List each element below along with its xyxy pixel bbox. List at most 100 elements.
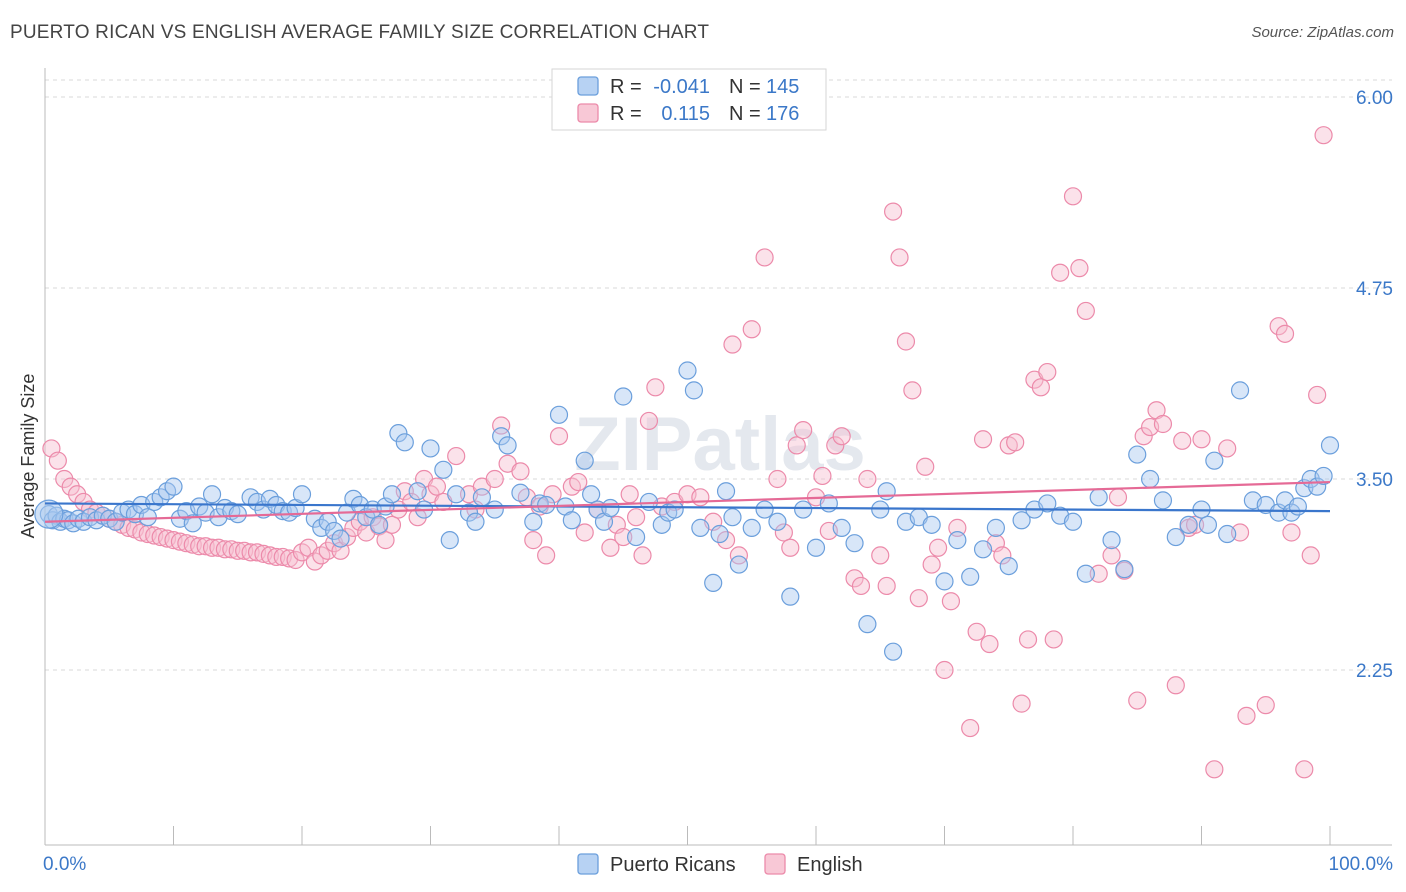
english-point: [511, 462, 530, 481]
english-point: [1237, 706, 1256, 725]
english-point: [871, 546, 890, 565]
english-point: [1102, 546, 1121, 565]
english-point: [909, 589, 928, 608]
puerto-rican-point: [1038, 494, 1057, 513]
legend-r-value: 0.115: [661, 103, 710, 125]
english-points: [42, 126, 1333, 779]
puerto-rican-point: [492, 427, 511, 446]
legend-n-value: 176: [766, 103, 799, 125]
puerto-rican-point: [549, 405, 569, 424]
x-tick-label: 0.0%: [43, 854, 86, 875]
english-point: [633, 546, 652, 565]
english-point: [1301, 546, 1320, 565]
english-point: [626, 508, 646, 527]
puerto-rican-point: [1089, 488, 1108, 507]
puerto-rican-point: [440, 531, 459, 550]
chart-title: PUERTO RICAN VS ENGLISH AVERAGE FAMILY S…: [10, 22, 710, 43]
english-point: [781, 538, 800, 557]
puerto-rican-point: [1063, 512, 1083, 531]
english-point: [961, 718, 980, 738]
english-point: [723, 335, 742, 354]
english-point: [524, 531, 543, 550]
english-point: [601, 538, 620, 557]
puerto-rican-point: [183, 514, 202, 533]
english-point: [1308, 385, 1327, 405]
chart-source: Source: ZipAtlas.com: [1251, 24, 1394, 41]
english-point: [980, 634, 999, 654]
y-tick-label: 2.25: [1356, 661, 1393, 682]
legend-n-value: 145: [766, 76, 799, 98]
english-point: [1185, 515, 1205, 534]
puerto-rican-point: [389, 424, 408, 443]
english-point: [1044, 630, 1063, 649]
puerto-rican-point: [986, 518, 1006, 537]
english-point: [1282, 523, 1301, 542]
puerto-rican-point: [973, 540, 993, 559]
puerto-rican-point: [562, 511, 581, 530]
puerto-rican-point: [382, 485, 402, 504]
english-point: [492, 416, 511, 435]
puerto-rican-point: [498, 436, 517, 455]
english-point: [1089, 564, 1108, 583]
english-point: [1173, 431, 1192, 450]
puerto-rican-point: [1128, 445, 1147, 464]
english-point: [48, 451, 67, 470]
puerto-rican-point: [485, 500, 504, 519]
english-point: [691, 488, 710, 507]
english-point: [1108, 488, 1128, 507]
english-point: [1153, 414, 1173, 434]
english-point: [646, 378, 665, 397]
english-point: [485, 469, 504, 489]
puerto-rican-point: [794, 500, 813, 519]
english-point: [729, 546, 749, 565]
puerto-rican-point: [877, 482, 896, 501]
english-point: [1218, 439, 1237, 458]
english-point: [1269, 317, 1288, 336]
puerto-rican-point: [202, 485, 222, 504]
english-point: [967, 622, 986, 641]
bottom-legend-label: Puerto Ricans: [610, 854, 736, 876]
top-legend: R = -0.041 N = 145 R = 0.115 N = 176: [551, 68, 827, 131]
english-point: [883, 202, 903, 221]
puerto-rican-point: [665, 500, 684, 519]
puerto-rican-point: [1153, 491, 1173, 510]
puerto-rican-point: [768, 512, 787, 531]
puerto-rican-point: [370, 515, 389, 534]
english-point: [1031, 378, 1050, 397]
english-point: [1063, 187, 1083, 206]
puerto-rican-point: [742, 518, 761, 537]
puerto-rican-point: [601, 498, 620, 518]
puerto-rican-trend-line: [44, 502, 1331, 513]
english-point: [61, 477, 80, 496]
puerto-rican-point: [1230, 381, 1250, 400]
english-point: [1051, 263, 1070, 282]
bottom-legend-swatch-pink: [764, 853, 786, 875]
english-point: [858, 469, 877, 489]
puerto-rican-point: [524, 512, 543, 531]
puerto-rican-point: [395, 433, 414, 452]
puerto-rican-point: [1198, 515, 1218, 534]
puerto-rican-point: [106, 512, 125, 531]
y-tick-labels: 2.25 3.50 4.75 6.00: [1356, 88, 1393, 682]
legend-r-value: -0.041: [653, 76, 710, 98]
english-point: [55, 469, 74, 489]
puerto-rican-point: [614, 387, 633, 406]
puerto-rican-point: [434, 460, 453, 479]
puerto-rican-point: [164, 477, 183, 496]
puerto-rican-point: [684, 381, 704, 400]
puerto-rican-point: [1076, 564, 1095, 583]
english-point: [549, 427, 569, 446]
bottom-legend: Puerto Ricans English: [577, 853, 863, 876]
puerto-rican-point: [1205, 451, 1224, 470]
puerto-rican-point: [228, 505, 247, 524]
english-point: [427, 477, 447, 496]
english-point: [941, 592, 961, 611]
legend-r-label: R =: [610, 76, 642, 98]
english-point: [787, 436, 806, 455]
puerto-rican-point: [421, 439, 440, 458]
bottom-legend-swatch-blue: [577, 853, 599, 875]
puerto-rican-point: [582, 485, 601, 504]
english-point: [382, 515, 402, 534]
legend-swatch-blue: [577, 76, 599, 96]
